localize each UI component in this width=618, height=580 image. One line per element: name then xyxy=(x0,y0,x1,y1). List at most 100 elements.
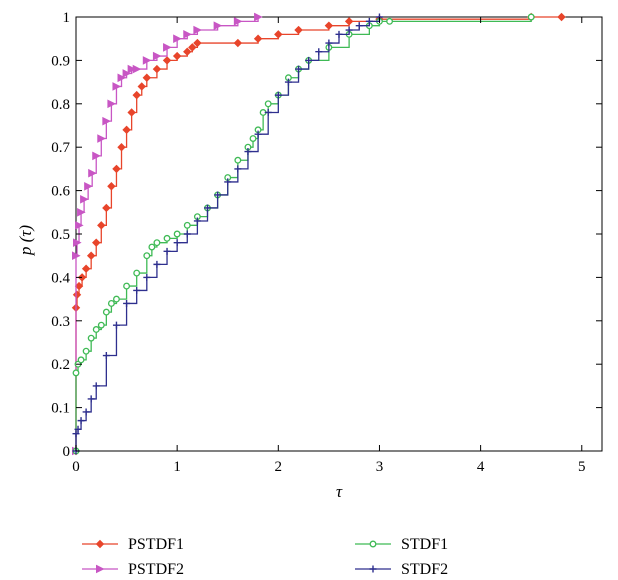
data-point-pstdf2 xyxy=(254,12,263,22)
y-tick-label: 0.2 xyxy=(51,357,70,373)
data-point-pstdf1 xyxy=(188,43,197,52)
data-point-pstdf2 xyxy=(213,21,223,30)
legend-item-pstdf2: PSTDF2 xyxy=(82,561,184,578)
data-point-pstdf2 xyxy=(80,194,89,204)
data-point-pstdf2 xyxy=(88,168,97,178)
data-point-pstdf1 xyxy=(324,21,334,30)
data-point-stdf2 xyxy=(284,78,292,86)
data-point-stdf2 xyxy=(355,22,363,30)
plot-area xyxy=(75,16,603,452)
data-point-stdf1 xyxy=(183,221,191,229)
data-point-stdf1 xyxy=(163,234,171,242)
data-point-pstdf1 xyxy=(107,182,116,191)
data-point-stdf1 xyxy=(153,239,161,247)
data-point-pstdf1 xyxy=(344,17,354,26)
data-point-pstdf2 xyxy=(92,151,101,161)
legend-item-stdf1: STDF1 xyxy=(355,536,448,553)
data-point-pstdf1 xyxy=(253,34,263,43)
data-point-pstdf1 xyxy=(137,82,146,91)
data-point-stdf2 xyxy=(274,91,282,99)
data-point-pstdf2 xyxy=(117,73,127,83)
data-point-stdf2 xyxy=(102,352,110,360)
data-point-stdf2 xyxy=(173,239,181,247)
data-point-stdf2 xyxy=(365,17,373,25)
axes-layer: 0 1 2 3 4 5 0 0.1 0.2 0.3 0.4 0.5 0.6 0.7 0.8 0.9 1 xyxy=(51,10,602,475)
series-layer xyxy=(71,12,566,456)
data-point-stdf1 xyxy=(87,334,95,342)
data-point-pstdf2 xyxy=(127,64,137,74)
data-point-pstdf1 xyxy=(92,238,101,247)
data-point-pstdf2 xyxy=(72,251,81,261)
data-point-stdf2 xyxy=(345,26,353,34)
legend-label: STDF2 xyxy=(401,561,448,578)
data-point-stdf2 xyxy=(183,230,191,238)
series-stdf1 xyxy=(72,13,535,455)
data-point-pstdf2 xyxy=(183,30,192,39)
data-point-stdf2 xyxy=(305,56,313,64)
data-point-pstdf1 xyxy=(127,108,136,117)
data-point-pstdf1 xyxy=(557,12,566,22)
y-tick-label: 0.3 xyxy=(51,314,70,330)
data-point-pstdf1 xyxy=(274,30,283,39)
data-point-stdf1 xyxy=(133,269,141,277)
data-point-pstdf2 xyxy=(132,64,142,74)
x-tick-label: 2 xyxy=(275,459,283,475)
x-axis-label: τ xyxy=(336,482,343,501)
data-point-pstdf1 xyxy=(172,51,182,61)
y-tick-label: 0.5 xyxy=(51,227,70,243)
data-point-stdf2 xyxy=(133,286,141,294)
y-tick-label: 0.4 xyxy=(51,270,70,286)
x-tick-label: 3 xyxy=(376,459,384,475)
data-point-stdf1 xyxy=(173,230,181,238)
y-tick-label: 0 xyxy=(63,444,71,460)
data-point-stdf2 xyxy=(72,430,80,438)
data-point-stdf2 xyxy=(123,299,131,307)
data-point-pstdf2 xyxy=(73,238,82,247)
data-point-pstdf2 xyxy=(112,82,122,91)
data-point-stdf2 xyxy=(325,39,333,47)
legend: PSTDF1 PSTDF2 STDF1 STDF2 xyxy=(82,536,448,578)
data-point-pstdf1 xyxy=(162,56,172,65)
data-point-stdf2 xyxy=(234,165,242,173)
data-point-stdf1 xyxy=(92,326,100,333)
data-point-stdf1 xyxy=(113,295,120,303)
legend-item-stdf2: STDF2 xyxy=(355,561,448,578)
data-point-pstdf2 xyxy=(142,56,152,65)
data-point-pstdf1 xyxy=(152,64,162,74)
series-pstdf2 xyxy=(72,12,263,456)
data-point-stdf1 xyxy=(97,321,105,329)
data-point-stdf1 xyxy=(102,308,110,316)
y-tick-label: 0.1 xyxy=(51,401,70,417)
data-point-pstdf1 xyxy=(112,164,121,174)
data-point-stdf1 xyxy=(72,369,80,377)
data-point-stdf1 xyxy=(123,282,131,290)
data-point-pstdf2 xyxy=(77,207,86,217)
data-point-pstdf2 xyxy=(163,43,172,52)
data-point-pstdf1 xyxy=(193,38,202,48)
data-point-pstdf2 xyxy=(97,134,106,143)
series-stdf2 xyxy=(72,13,383,455)
x-tick-label: 4 xyxy=(477,459,485,475)
data-point-stdf2 xyxy=(254,130,262,138)
legend-label: STDF1 xyxy=(401,536,448,553)
data-point-pstdf1 xyxy=(233,38,243,48)
data-point-pstdf1 xyxy=(97,221,106,230)
data-point-pstdf1 xyxy=(294,25,303,35)
legend-marker xyxy=(96,564,105,574)
data-point-pstdf1 xyxy=(81,264,91,273)
legend-label: PSTDF1 xyxy=(128,536,184,553)
data-point-stdf2 xyxy=(143,273,151,281)
data-point-pstdf1 xyxy=(117,142,126,152)
data-point-stdf2 xyxy=(87,395,95,403)
y-axis-label: p (τ) xyxy=(16,225,35,256)
data-point-pstdf2 xyxy=(122,69,132,78)
data-point-stdf2 xyxy=(92,382,100,390)
data-point-stdf2 xyxy=(163,247,171,255)
y-tick-label: 0.8 xyxy=(51,97,70,113)
data-point-stdf1 xyxy=(77,356,85,364)
data-point-pstdf2 xyxy=(193,25,203,35)
plot-frame xyxy=(75,16,603,452)
data-point-stdf2 xyxy=(244,148,252,156)
data-point-pstdf2 xyxy=(173,34,182,44)
